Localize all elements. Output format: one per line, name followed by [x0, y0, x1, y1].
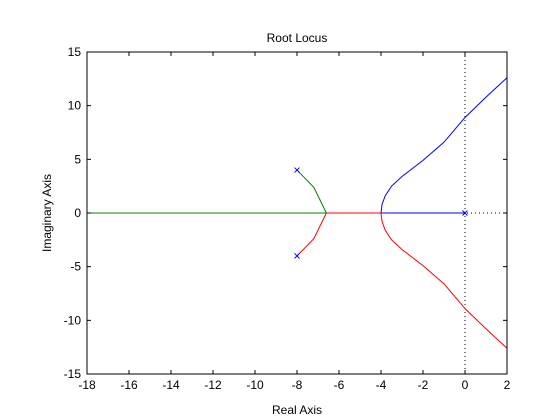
y-tick-label: 0 — [74, 206, 81, 220]
y-tick-label: -15 — [64, 367, 82, 381]
x-tick-label: -12 — [204, 378, 222, 392]
x-tick-label: -16 — [120, 378, 138, 392]
pole-marker-2 — [294, 167, 300, 173]
y-tick-label: 15 — [68, 45, 82, 59]
x-tick-label: -14 — [162, 378, 180, 392]
x-tick-label: -10 — [246, 378, 264, 392]
x-axis-ticks: -18 -16 -14 -12 -10 -8 -6 -4 -2 0 2 — [78, 52, 511, 392]
pole-marker-3 — [294, 253, 300, 259]
chart-title: Root Locus — [267, 31, 328, 45]
x-tick-label: -2 — [418, 378, 429, 392]
pole-marker-stroke — [294, 167, 300, 173]
y-tick-label: -5 — [70, 260, 81, 274]
pole-markers — [294, 167, 468, 259]
x-tick-label: -18 — [78, 378, 96, 392]
locus-branch-2 — [380, 77, 508, 214]
x-tick-label: -4 — [376, 378, 387, 392]
y-tick-label: -10 — [64, 313, 82, 327]
pole-marker-stroke — [294, 253, 300, 259]
x-axis-label: Real Axis — [272, 403, 322, 417]
y-tick-label: 5 — [74, 152, 81, 166]
locus-branch-6 — [296, 169, 327, 214]
x-tick-label: -8 — [292, 378, 303, 392]
pole-marker-1 — [462, 210, 468, 216]
locus-branch-3 — [380, 212, 508, 349]
locus-branch-5 — [296, 212, 327, 257]
y-tick-label: 10 — [68, 99, 82, 113]
x-tick-label: 0 — [462, 378, 469, 392]
pole-marker-stroke — [462, 210, 468, 216]
x-tick-label: -6 — [334, 378, 345, 392]
y-axis-label: Imaginary Axis — [40, 174, 54, 252]
y-axis-ticks: -15 -10 -5 0 5 10 15 — [64, 45, 507, 381]
x-tick-label: 2 — [504, 378, 511, 392]
locus-branches — [87, 77, 508, 349]
